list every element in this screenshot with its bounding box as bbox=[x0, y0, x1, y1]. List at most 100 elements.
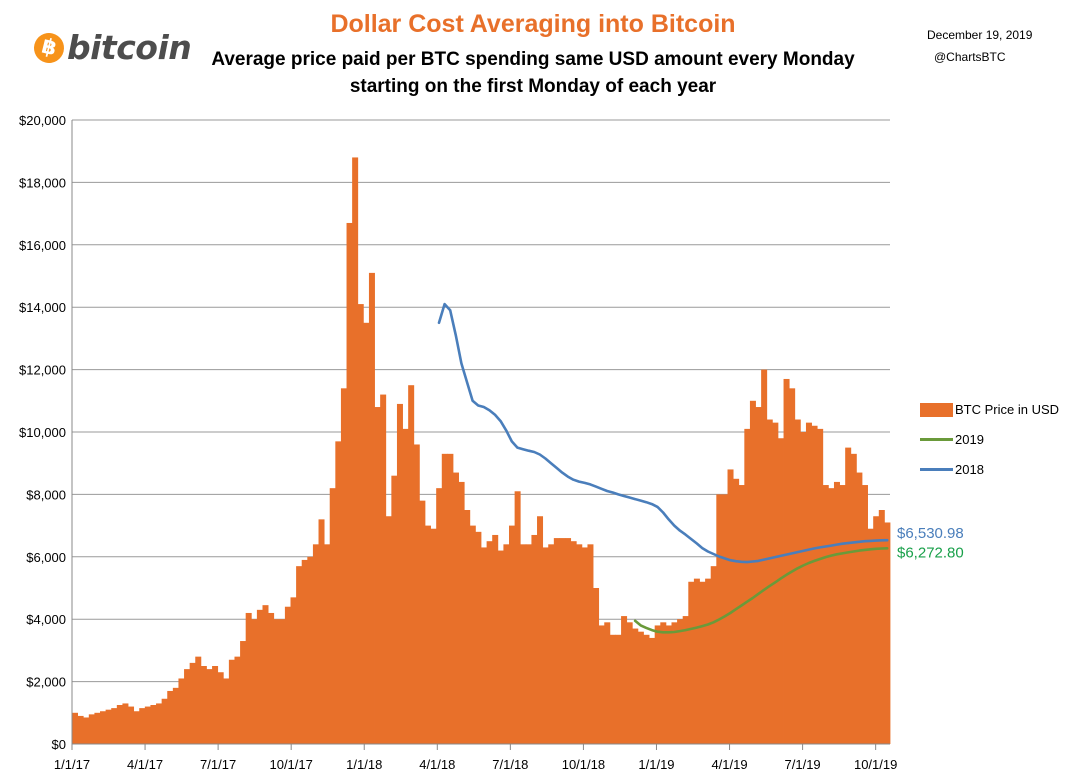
price-bar bbox=[234, 656, 241, 744]
price-bar bbox=[245, 612, 252, 744]
price-bar bbox=[845, 447, 852, 744]
price-bar bbox=[72, 712, 79, 744]
price-bar bbox=[705, 578, 712, 744]
y-tick-label: $18,000 bbox=[19, 175, 66, 190]
x-tick-label: 4/1/17 bbox=[127, 757, 163, 772]
price-bar bbox=[408, 385, 415, 744]
price-bar bbox=[817, 428, 824, 744]
end-label-2019: $6,272.80 bbox=[897, 544, 964, 561]
price-bar bbox=[228, 659, 235, 744]
y-tick-label: $0 bbox=[52, 737, 66, 752]
price-bar bbox=[565, 538, 572, 744]
price-bar bbox=[839, 485, 846, 744]
price-bar bbox=[88, 714, 95, 744]
legend-item-2018: 2018 bbox=[920, 462, 984, 477]
price-bar bbox=[581, 547, 588, 744]
y-tick-label: $4,000 bbox=[26, 612, 66, 627]
price-bar bbox=[396, 403, 403, 744]
price-bar bbox=[150, 705, 157, 744]
price-bar bbox=[116, 705, 123, 744]
price-bar bbox=[721, 494, 728, 744]
price-bar bbox=[761, 369, 768, 744]
price-bar bbox=[805, 422, 812, 744]
price-bar bbox=[340, 388, 347, 744]
price-bar bbox=[296, 566, 303, 744]
price-bar bbox=[553, 538, 560, 744]
price-bar bbox=[789, 388, 796, 744]
price-bar bbox=[452, 472, 459, 744]
price-bar bbox=[531, 534, 538, 744]
legend-swatch-bars bbox=[920, 402, 953, 417]
x-tick-label: 1/1/18 bbox=[346, 757, 382, 772]
price-bar bbox=[346, 222, 353, 744]
price-bar bbox=[637, 631, 644, 744]
chart-date: December 19, 2019 bbox=[927, 28, 1033, 42]
price-bar bbox=[609, 634, 616, 744]
price-bar bbox=[167, 690, 174, 744]
x-tick-label: 10/1/19 bbox=[854, 757, 897, 772]
x-tick-label: 10/1/17 bbox=[269, 757, 312, 772]
legend-label: BTC Price in USD bbox=[955, 402, 1060, 417]
price-bar bbox=[576, 544, 583, 744]
price-bar bbox=[643, 634, 650, 744]
price-bar bbox=[374, 407, 381, 744]
price-bar bbox=[621, 616, 628, 744]
price-bar bbox=[548, 544, 555, 744]
price-bar bbox=[105, 709, 112, 744]
price-bar bbox=[83, 717, 90, 744]
price-bar bbox=[559, 538, 566, 744]
x-tick-label: 10/1/18 bbox=[562, 757, 605, 772]
price-bar bbox=[699, 581, 706, 744]
price-bar bbox=[766, 419, 773, 744]
price-bar bbox=[284, 606, 291, 744]
price-bar bbox=[514, 491, 521, 744]
price-bar bbox=[481, 547, 488, 744]
price-bar bbox=[413, 444, 420, 744]
price-bar bbox=[525, 544, 532, 744]
price-bar bbox=[464, 510, 471, 744]
x-tick-label: 7/1/19 bbox=[785, 757, 821, 772]
subtitle-line-1: Average price paid per BTC spending same… bbox=[211, 49, 855, 70]
price-bar bbox=[475, 531, 482, 744]
price-bar bbox=[273, 619, 280, 744]
price-bar bbox=[492, 534, 499, 744]
price-bar bbox=[391, 475, 398, 744]
price-bar bbox=[424, 525, 431, 744]
price-bar bbox=[828, 488, 835, 744]
price-bar bbox=[178, 678, 185, 744]
average-lines bbox=[437, 302, 889, 634]
price-bar bbox=[262, 605, 269, 744]
price-bar bbox=[710, 566, 717, 744]
price-bar bbox=[671, 622, 678, 744]
y-tick-label: $10,000 bbox=[19, 425, 66, 440]
y-tick-label: $12,000 bbox=[19, 363, 66, 378]
price-bar bbox=[593, 588, 600, 744]
price-bar bbox=[850, 453, 857, 744]
price-bar bbox=[604, 622, 611, 744]
price-bar bbox=[156, 703, 163, 744]
price-bar bbox=[122, 703, 129, 744]
price-bar bbox=[206, 669, 213, 744]
price-bar bbox=[822, 485, 829, 744]
price-bar bbox=[486, 541, 493, 744]
price-bar bbox=[677, 619, 684, 744]
price-bar bbox=[503, 544, 510, 744]
x-tick-label: 1/1/17 bbox=[54, 757, 90, 772]
price-bar bbox=[133, 711, 140, 744]
price-bar bbox=[794, 419, 801, 744]
price-bar bbox=[520, 544, 527, 744]
chart-title: Dollar Cost Averaging into Bitcoin bbox=[330, 10, 736, 38]
x-tick-label: 4/1/19 bbox=[711, 757, 747, 772]
price-bar bbox=[256, 609, 263, 744]
price-bar bbox=[693, 578, 700, 744]
price-bar bbox=[402, 428, 409, 744]
price-bar bbox=[497, 550, 504, 744]
y-tick-label: $2,000 bbox=[26, 675, 66, 690]
price-bar bbox=[195, 656, 202, 744]
legend-label: 2018 bbox=[955, 462, 984, 477]
y-tick-label: $14,000 bbox=[19, 300, 66, 315]
y-tick-label: $6,000 bbox=[26, 550, 66, 565]
price-bar bbox=[598, 625, 605, 744]
price-bar bbox=[447, 453, 454, 744]
